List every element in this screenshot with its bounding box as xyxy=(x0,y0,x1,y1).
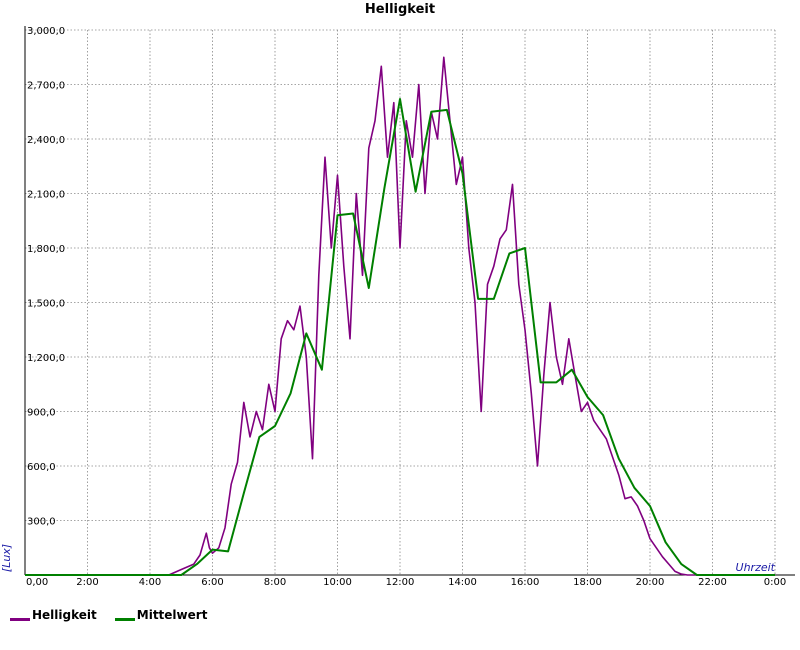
legend-swatch-mittelwert xyxy=(114,617,135,621)
x-tick-label: 20:00 xyxy=(636,577,665,588)
series-line-mittelwert xyxy=(25,98,775,576)
y-tick-label: 1,200,0 xyxy=(27,353,65,364)
legend-label-mittelwert: Mittelwert xyxy=(136,608,208,622)
y-axis-label: [Lux] xyxy=(0,544,13,572)
legend-item-helligkeit: Helligkeit xyxy=(10,608,97,622)
x-tick-label: 0,00 xyxy=(26,577,48,588)
x-tick-label: 0:00 xyxy=(764,577,786,588)
x-axis-label: Uhrzeit xyxy=(736,561,776,574)
series-layer xyxy=(25,56,775,576)
x-tick-label: 22:00 xyxy=(698,577,727,588)
x-tick-label: 8:00 xyxy=(264,577,286,588)
x-tick-label: 16:00 xyxy=(511,577,540,588)
y-tick-label: 1,800,0 xyxy=(27,244,65,255)
chart-title: Helligkeit xyxy=(365,2,435,17)
y-tick-labels: 300,0 600,0 900,0 1,200,0 1,500,0 1,800,0 2,10… xyxy=(27,26,65,528)
x-tick-label: 14:00 xyxy=(448,577,477,588)
y-tick-label: 2,700,0 xyxy=(27,81,65,92)
x-tick-label: 10:00 xyxy=(323,577,352,588)
y-tick-label: 3,000,0 xyxy=(27,26,65,37)
grid xyxy=(25,29,776,575)
x-tick-label: 4:00 xyxy=(139,577,161,588)
legend-item-mittelwert: Mittelwert xyxy=(114,608,208,622)
y-tick-label: 2,400,0 xyxy=(27,135,65,146)
y-tick-label: 600,0 xyxy=(27,462,56,473)
legend-swatch-helligkeit xyxy=(10,617,30,621)
axes xyxy=(24,26,795,576)
legend: Helligkeit Mittelwert xyxy=(10,608,207,622)
x-tick-label: 2:00 xyxy=(76,577,98,588)
x-tick-label: 12:00 xyxy=(386,577,415,588)
legend-label-helligkeit: Helligkeit xyxy=(32,608,97,622)
x-tick-label: 18:00 xyxy=(573,577,602,588)
y-tick-label: 900,0 xyxy=(27,408,56,419)
y-tick-label: 1,500,0 xyxy=(27,299,65,310)
y-tick-label: 2,100,0 xyxy=(27,190,65,201)
y-tick-label: 300,0 xyxy=(27,517,56,528)
x-tick-labels: 0,00 2:00 4:00 6:00 8:00 10:00 12:00 14:00 16:00… xyxy=(26,577,786,588)
series-line-helligkeit xyxy=(25,56,775,576)
x-tick-label: 6:00 xyxy=(201,577,223,588)
